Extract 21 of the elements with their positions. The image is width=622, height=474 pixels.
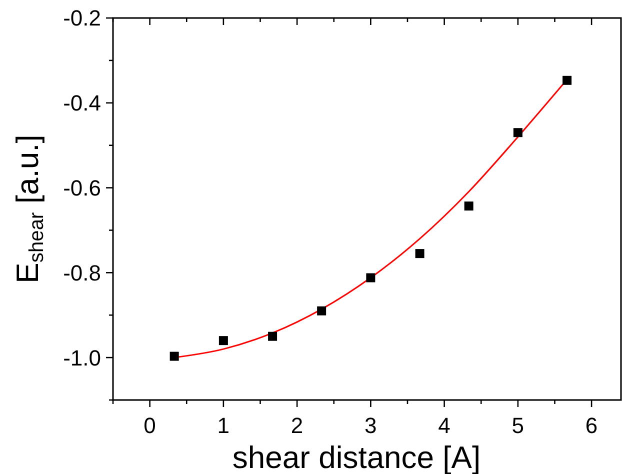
y-tick-label: -0.4 (63, 90, 101, 116)
x-tick-label: 3 (364, 413, 377, 438)
x-tick-label: 0 (144, 413, 156, 438)
x-tick-label: 2 (290, 413, 304, 438)
x-tick-label: 6 (585, 413, 598, 438)
y-tick-label: -0.8 (63, 260, 101, 286)
point (218, 336, 228, 346)
point (415, 249, 424, 258)
y-tick-label: -0.2 (63, 6, 101, 31)
point (464, 202, 474, 211)
y-tick-label: -0.6 (63, 175, 101, 200)
x-tick-label: 4 (438, 413, 450, 438)
point (366, 273, 376, 282)
point (170, 352, 179, 361)
point (317, 306, 326, 316)
point (268, 332, 278, 341)
y-tick-label: -1.0 (63, 345, 101, 370)
point (562, 76, 572, 85)
x-tick-label: 1 (217, 413, 230, 438)
point (513, 128, 522, 138)
x-tick-label: 5 (512, 413, 524, 438)
